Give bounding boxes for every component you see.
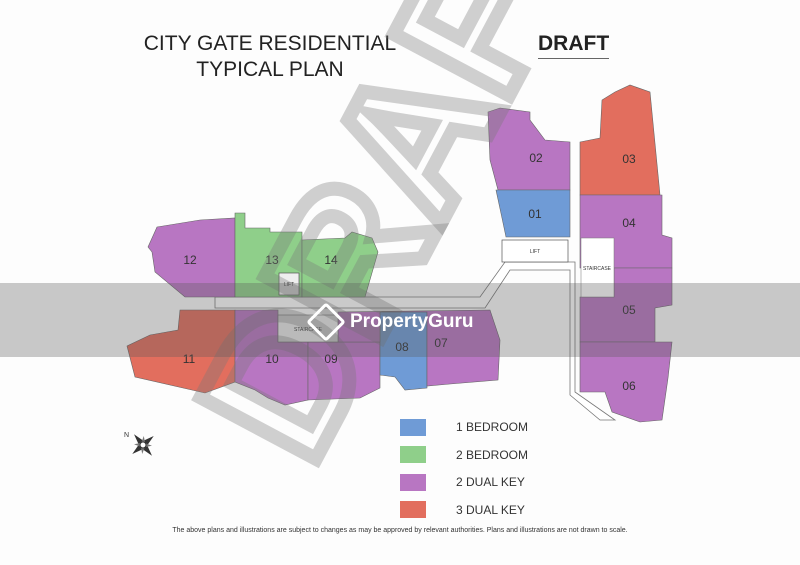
unit-01 bbox=[495, 189, 571, 238]
lift-right bbox=[501, 239, 569, 263]
unit-label-10: 10 bbox=[265, 352, 279, 366]
disclaimer: The above plans and illustrations are su… bbox=[172, 527, 628, 534]
unit-label-08: 08 bbox=[395, 340, 409, 354]
unit-label-02: 02 bbox=[529, 151, 543, 165]
unit-02 bbox=[487, 107, 571, 191]
propertyguru-brand: PropertyGuru bbox=[350, 311, 474, 332]
staircase-left-label: STAIRCASE bbox=[294, 327, 323, 333]
unit-14 bbox=[301, 231, 379, 298]
unit-label-05: 05 bbox=[622, 303, 636, 317]
propertyguru-logo-icon bbox=[306, 302, 346, 342]
unit-label-01: 01 bbox=[528, 207, 542, 221]
staircase-left bbox=[277, 314, 339, 343]
propertyguru-watermark: PropertyGuru bbox=[306, 302, 474, 342]
legend-item: 2 BEDROOM bbox=[400, 446, 528, 464]
legend-label: 2 DUAL KEY bbox=[456, 475, 525, 489]
unit-label-13: 13 bbox=[265, 253, 279, 267]
legend-swatch bbox=[400, 446, 426, 463]
unit-03 bbox=[579, 84, 661, 196]
legend-label: 3 DUAL KEY bbox=[456, 502, 525, 517]
north-label: N bbox=[124, 432, 129, 439]
lift-right-label: LIFT bbox=[530, 249, 540, 255]
legend-swatch bbox=[400, 501, 426, 518]
propertyguru-watermark-band bbox=[0, 283, 800, 357]
unit-label-04: 04 bbox=[622, 216, 636, 230]
unit-label-14: 14 bbox=[324, 253, 338, 267]
unit-label-11: 11 bbox=[183, 352, 196, 366]
staircase-right bbox=[580, 237, 615, 298]
unit-label-07: 07 bbox=[434, 336, 448, 350]
legend-item: 1 BEDROOM bbox=[400, 418, 528, 436]
legend-item: 3 DUAL KEY bbox=[400, 501, 525, 519]
unit-06 bbox=[579, 341, 673, 423]
unit-label-03: 03 bbox=[622, 152, 636, 166]
lift-left bbox=[278, 272, 300, 296]
legend-label: 2 BEDROOM bbox=[456, 447, 529, 462]
title-line-2: TYPICAL PLAN bbox=[196, 58, 344, 81]
unit-07 bbox=[337, 309, 501, 387]
legend-item: 2 DUAL KEY bbox=[400, 473, 525, 491]
unit-label-12: 12 bbox=[183, 253, 197, 267]
legend-swatch bbox=[400, 473, 426, 491]
legend-label: 1 BEDROOM bbox=[456, 420, 529, 434]
legend-swatch bbox=[400, 418, 426, 436]
unit-label-09: 09 bbox=[324, 352, 338, 366]
title-line-1: CITY GATE RESIDENTIAL bbox=[143, 32, 397, 55]
draft-label: DRAFT bbox=[538, 32, 610, 59]
staircase-right-label: STAIRCASE bbox=[583, 266, 612, 272]
lift-left-label: LIFT bbox=[284, 282, 294, 288]
north-compass-icon bbox=[132, 434, 154, 456]
unit-label-06: 06 bbox=[622, 379, 636, 393]
unit-12 bbox=[147, 217, 236, 298]
